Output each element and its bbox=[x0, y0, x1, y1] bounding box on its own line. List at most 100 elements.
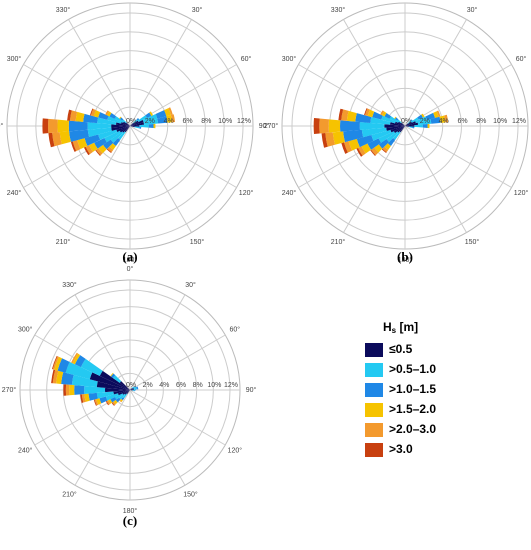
legend-label: >1.0–1.5 bbox=[389, 382, 436, 396]
caption: (b) bbox=[397, 249, 413, 264]
sector-segment bbox=[148, 123, 154, 129]
sector-segment bbox=[380, 110, 385, 116]
sector-segment bbox=[113, 390, 130, 395]
legend-label: >1.5–2.0 bbox=[389, 402, 436, 416]
sector-segment bbox=[122, 390, 130, 395]
angle-label: 90° bbox=[259, 122, 270, 130]
legend-title: Hs [m] bbox=[383, 320, 418, 335]
sector-segment bbox=[332, 131, 345, 145]
sector-segment bbox=[387, 137, 396, 147]
sector-segment bbox=[69, 384, 75, 396]
sector-segment bbox=[69, 129, 90, 142]
spoke bbox=[404, 125, 467, 233]
sector-segment bbox=[98, 144, 107, 154]
sector-segment bbox=[397, 126, 405, 133]
sector-segment bbox=[96, 398, 102, 405]
sector-segment bbox=[131, 387, 134, 389]
sector-segment bbox=[51, 369, 56, 384]
sector-segment bbox=[106, 111, 112, 117]
r-tick-label: 2% bbox=[143, 382, 153, 389]
sector-segment bbox=[430, 116, 441, 124]
sector-segment bbox=[346, 110, 357, 122]
angle-label: 120° bbox=[228, 446, 243, 454]
sector-segment bbox=[384, 113, 392, 119]
grid-ring bbox=[35, 31, 225, 221]
sector-segment bbox=[170, 114, 176, 123]
sector-segment bbox=[132, 386, 135, 388]
sector-segment bbox=[99, 370, 130, 390]
angle-label: 180° bbox=[123, 507, 138, 515]
sector-segment bbox=[123, 121, 130, 126]
sector-segment bbox=[386, 126, 405, 131]
sector-segment bbox=[52, 369, 59, 384]
r-tick-label: 6% bbox=[176, 382, 186, 389]
sector-segment bbox=[115, 397, 121, 403]
sector-segment bbox=[408, 126, 413, 128]
sector-segment bbox=[108, 399, 113, 404]
angle-label: 210° bbox=[56, 238, 71, 246]
sector-segment bbox=[122, 119, 127, 124]
r-tick-label: 10% bbox=[218, 118, 232, 125]
sector-segment bbox=[89, 372, 130, 390]
sector-segment bbox=[399, 126, 405, 133]
spoke bbox=[404, 125, 512, 188]
sector-segment bbox=[68, 120, 88, 132]
sector-segment bbox=[361, 143, 372, 154]
sector-segment bbox=[389, 122, 405, 126]
r-tick-label: 4% bbox=[159, 382, 169, 389]
sector-segment bbox=[57, 358, 70, 373]
sector-segment bbox=[130, 122, 145, 126]
sector-segment bbox=[364, 108, 368, 116]
sector-segment bbox=[103, 139, 114, 150]
angle-label: 210° bbox=[331, 238, 346, 246]
sector-segment bbox=[112, 401, 116, 406]
grid-ring bbox=[310, 31, 500, 221]
sector-segment bbox=[412, 126, 415, 129]
grid-ring bbox=[16, 12, 244, 240]
sector-segment bbox=[358, 146, 366, 156]
legend-swatch bbox=[365, 403, 383, 417]
sector-segment bbox=[95, 149, 101, 156]
sector-segment bbox=[114, 116, 124, 123]
grid-ring bbox=[291, 12, 519, 240]
polar-chart: 0°30°60°90°120°150°180°210°240°270°300°3… bbox=[0, 2, 270, 264]
sector-segment bbox=[149, 111, 154, 117]
sector-segment bbox=[122, 393, 128, 399]
sector-segment bbox=[139, 126, 142, 129]
sector-segment bbox=[104, 387, 130, 393]
sector-segment bbox=[84, 393, 90, 402]
legend-title-sub: s bbox=[392, 326, 397, 335]
angle-label: 330° bbox=[331, 6, 346, 14]
sector-segment bbox=[104, 130, 121, 143]
r-tick-label: 0% bbox=[126, 118, 136, 125]
sector-segment bbox=[110, 131, 124, 143]
sector-segment bbox=[112, 137, 121, 147]
sector-segment bbox=[77, 138, 88, 150]
sector-segment bbox=[130, 126, 135, 128]
sector-segment bbox=[89, 108, 94, 116]
sector-segment bbox=[398, 121, 405, 126]
sector-segment bbox=[394, 116, 397, 119]
sector-segment bbox=[136, 118, 140, 121]
sector-segment bbox=[371, 129, 392, 141]
sector-segment bbox=[83, 113, 99, 124]
sector-segment bbox=[93, 399, 97, 406]
sector-segment bbox=[405, 125, 415, 127]
legend-swatch bbox=[365, 363, 383, 377]
sector-segment bbox=[117, 390, 130, 396]
sector-segment bbox=[164, 108, 171, 117]
sector-segment bbox=[63, 384, 67, 396]
sector-segment bbox=[145, 112, 152, 119]
sector-segment bbox=[74, 355, 86, 368]
sector-segment bbox=[80, 394, 84, 403]
angle-label: 30° bbox=[192, 6, 203, 14]
legend-label: ≤0.5 bbox=[389, 342, 413, 356]
sector-segment bbox=[348, 138, 360, 151]
sector-segment bbox=[70, 141, 77, 152]
sector-segment bbox=[134, 390, 135, 392]
sector-segment bbox=[105, 393, 119, 401]
sector-segment bbox=[439, 115, 446, 123]
polar-chart: 0°30°60°90°120°150°180°210°240°270°300°3… bbox=[2, 265, 257, 528]
sector-segment bbox=[96, 381, 130, 390]
sector-segment bbox=[321, 132, 328, 148]
